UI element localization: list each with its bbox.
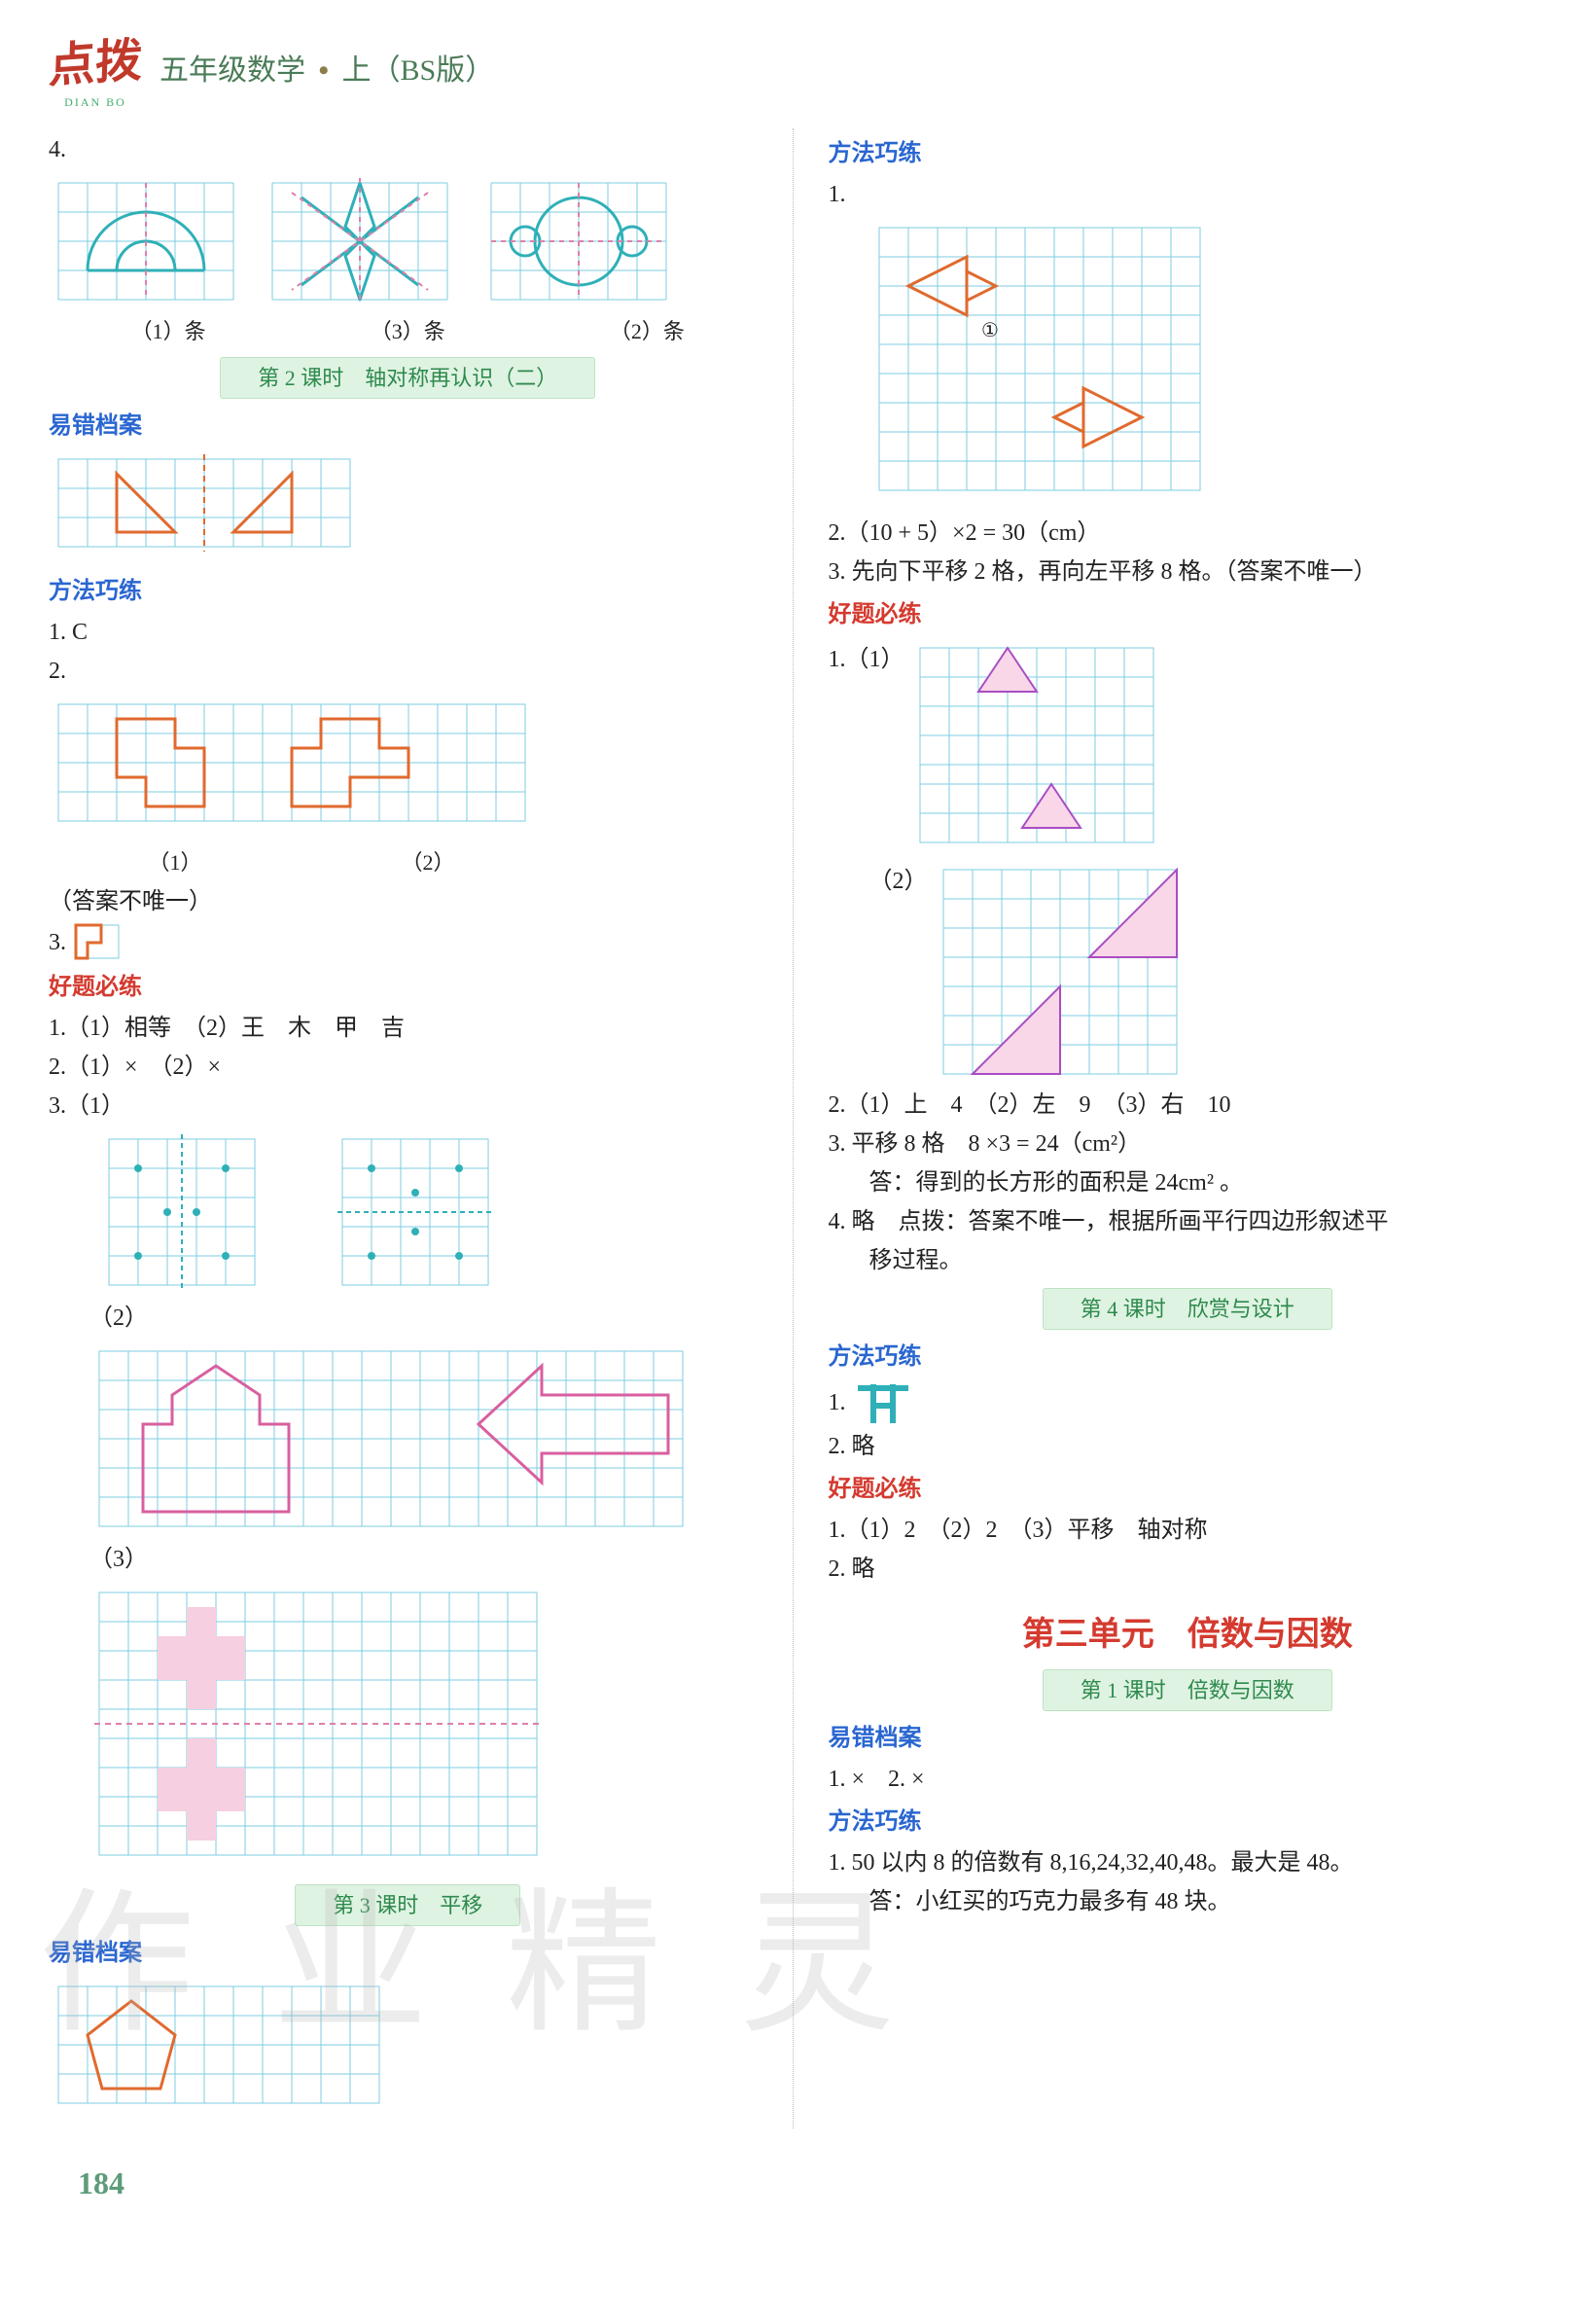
content-columns: 4. [49, 128, 1546, 2128]
m2-note: （答案不唯一） [49, 884, 767, 919]
u3-m1b: 答：小红买的巧克力最多有 48 块。 [829, 1884, 1547, 1919]
err2-fig [49, 1977, 767, 2123]
m2: 2. [49, 654, 767, 689]
lesson3-label: 第 3 课时 平移 [295, 1884, 520, 1926]
rb3b: 答：得到的长方形的面积是 24cm² 。 [829, 1165, 1547, 1200]
b3-3-fig [49, 1583, 767, 1875]
r-section-method-2: 方法巧练 [829, 1340, 1547, 1375]
section-error-archive: 易错档案 [49, 409, 767, 444]
b3-2-label: （2） [49, 1301, 767, 1336]
m3-row: 3. [49, 923, 767, 962]
m2-cap-2: （2） [401, 846, 454, 878]
b2: 2.（1）× （2）× [49, 1050, 767, 1085]
l4-2: 2. 略 [829, 1429, 1547, 1464]
b1: 1.（1）相等 （2）王 木 甲 吉 [49, 1011, 767, 1046]
l4-1-label: 1. [829, 1385, 846, 1420]
rb1-1-label: 1.（1） [829, 642, 904, 677]
m3-label: 3. [49, 925, 66, 960]
u3-m1a: 1. 50 以内 8 的倍数有 8,16,24,32,40,48。最大是 48。 [829, 1845, 1547, 1880]
rb1-2-fig [934, 860, 1187, 1084]
lesson2-bar: 第 2 课时 轴对称再认识（二） [49, 357, 767, 399]
b3-3-label: （3） [49, 1542, 767, 1577]
logo-block: 点拨 DIAN BO [49, 29, 142, 111]
right-column: 方法巧练 1. ① [829, 128, 1547, 2128]
r-section-must-2: 好题必练 [829, 1472, 1547, 1507]
b3-2-fig [49, 1341, 767, 1536]
title-dot: • [319, 54, 330, 87]
q4-cap-3: （2）条 [610, 315, 685, 347]
page-title: 五年级数学 • 上（BS版） [160, 49, 494, 92]
left-column: 4. [49, 128, 794, 2128]
m2-caption-row: （1） （2） [49, 846, 554, 878]
logo-text: 点拨 [48, 25, 143, 102]
r-section-must: 好题必练 [829, 597, 1547, 632]
rb1-2-row: （2） [829, 860, 1547, 1084]
m2-cap-1: （1） [148, 846, 201, 878]
rb4a: 4. 略 点拨：答案不唯一，根据所画平行四边形叙述平 [829, 1204, 1547, 1239]
b3-1-fig [49, 1129, 767, 1295]
u3-err-line: 1. × 2. × [829, 1762, 1547, 1797]
q4-figures: （1）条 （3）条 （2）条 [49, 173, 767, 347]
r2: 2.（10 + 5）×2 = 30（cm） [829, 516, 1547, 551]
q4-label: 4. [49, 132, 767, 167]
section-method: 方法巧练 [49, 574, 767, 609]
q4-caption-row: （1）条 （3）条 （2）条 [49, 315, 767, 347]
section-must-practice: 好题必练 [49, 970, 767, 1005]
rb3a: 3. 平移 8 格 8 ×3 = 24（cm²） [829, 1126, 1547, 1162]
u3-lesson1-bar: 第 1 课时 倍数与因数 [829, 1669, 1547, 1711]
svg-text:①: ① [981, 320, 999, 341]
m3-icon [74, 923, 123, 962]
lesson4-label: 第 4 课时 欣赏与设计 [1043, 1288, 1332, 1330]
unit3-title: 第三单元 倍数与因数 [829, 1610, 1547, 1660]
r1-fig: ① [829, 218, 1547, 510]
b3: 3.（1） [49, 1089, 767, 1124]
lesson2-label: 第 2 课时 轴对称再认识（二） [220, 357, 595, 399]
u3-lesson1-label: 第 1 课时 倍数与因数 [1043, 1669, 1332, 1711]
q4-cap-2: （3）条 [371, 315, 445, 347]
rb1-2-label: （2） [829, 864, 928, 899]
error-archive-fig [49, 449, 767, 566]
rb2: 2.（1）上 4 （2）左 9 （3）右 10 [829, 1088, 1547, 1123]
rb1-1-row: 1.（1） [829, 638, 1547, 852]
u3-section-method: 方法巧练 [829, 1805, 1547, 1840]
q4-cap-1: （1）条 [131, 315, 206, 347]
l4-1-row: 1. [829, 1380, 1547, 1425]
title-left: 五年级数学 [160, 54, 305, 87]
u3-section-err: 易错档案 [829, 1721, 1547, 1756]
rb1-1-fig [910, 638, 1163, 852]
r3: 3. 先向下平移 2 格，再向左平移 8 格。（答案不唯一） [829, 554, 1547, 590]
page-header: 点拨 DIAN BO 五年级数学 • 上（BS版） [49, 29, 1546, 111]
l4b1: 1.（1）2 （2）2 （3）平移 轴对称 [829, 1513, 1547, 1548]
page-number: 184 [78, 2160, 124, 2206]
lesson3-bar: 第 3 课时 平移 [49, 1884, 767, 1926]
m2-fig: （1） （2） [49, 695, 767, 878]
m1: 1. C [49, 615, 767, 650]
rb4b: 移过程。 [829, 1243, 1547, 1278]
section-error-archive-2: 易错档案 [49, 1936, 767, 1971]
r-section-method: 方法巧练 [829, 136, 1547, 171]
title-right: 上（BS版） [342, 54, 495, 87]
l4-1-icon [854, 1380, 912, 1425]
lesson4-bar: 第 4 课时 欣赏与设计 [829, 1288, 1547, 1330]
r1-label: 1. [829, 177, 1547, 212]
l4b2: 2. 略 [829, 1552, 1547, 1587]
